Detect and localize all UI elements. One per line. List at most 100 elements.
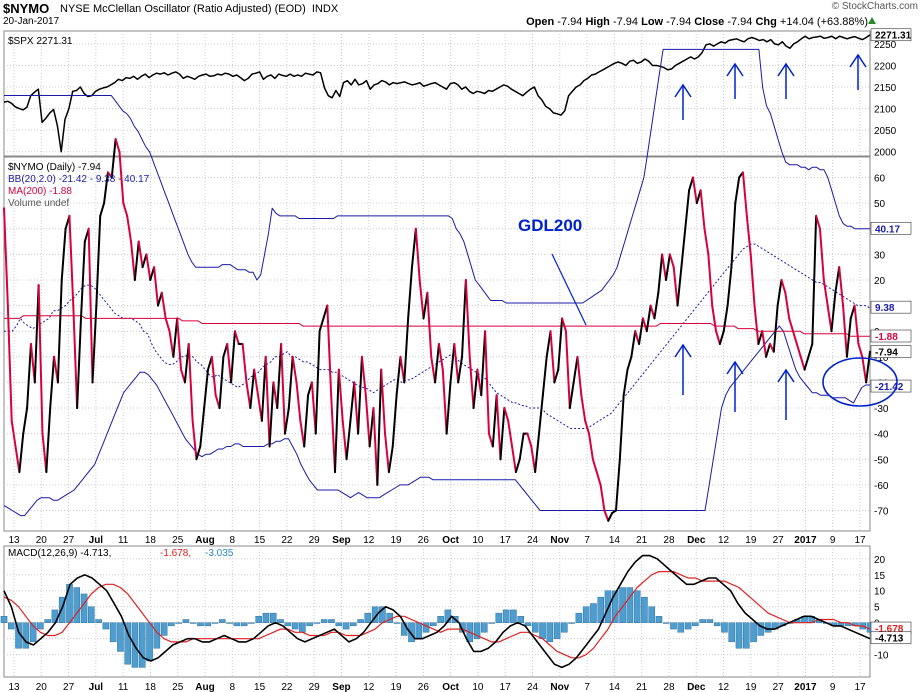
nymo-segment xyxy=(449,343,456,384)
x-tick-label: Jul xyxy=(89,535,104,546)
nymo-segment xyxy=(287,355,294,410)
macd-histogram-bar xyxy=(95,619,102,623)
y-tick-label: -10 xyxy=(874,353,889,364)
nymo-segment xyxy=(60,227,67,281)
x-tick-label: 26 xyxy=(418,682,430,692)
spx-last-tag: 2271.31 xyxy=(875,31,912,42)
x-tick-label: 19 xyxy=(391,535,403,546)
nymo-segment xyxy=(541,355,548,397)
nymo-segment xyxy=(245,381,252,410)
macd-histogram-bar xyxy=(699,619,706,623)
nymo-segment xyxy=(453,343,460,384)
nymo-segment xyxy=(364,394,371,448)
up-arrow-icon xyxy=(674,343,692,395)
macd-histogram-bar xyxy=(437,616,444,623)
nymo-segment xyxy=(495,394,502,461)
spx-last-tag-box xyxy=(870,28,912,42)
nymo-segment xyxy=(249,368,256,410)
macd-histogram-bar xyxy=(80,593,88,623)
y-tick-label: 60 xyxy=(874,173,886,184)
nymo-segment xyxy=(464,278,471,358)
y-tick-label: -30 xyxy=(874,404,889,415)
nymo-segment xyxy=(118,150,125,205)
x-tick-label: 12 xyxy=(718,682,730,692)
y-tick-label: 2250 xyxy=(874,40,897,51)
brand-watermark: © StockCharts.com xyxy=(831,1,918,12)
nymo-segment xyxy=(3,207,9,307)
y-tick-label: -60 xyxy=(874,481,889,492)
nymo-segment xyxy=(56,278,63,384)
macd-histogram-bar xyxy=(139,622,146,668)
macd-histogram-bar xyxy=(277,619,284,623)
nymo-segment xyxy=(291,355,298,384)
gdl200-annotation: GDL200 xyxy=(518,216,582,235)
macd-histogram-bar xyxy=(721,622,728,633)
panel-frame-macd xyxy=(3,545,871,678)
nymo-segment xyxy=(372,407,379,486)
macd-histogram-bar xyxy=(124,622,131,665)
x-tick-label: 17 xyxy=(500,682,512,692)
nymo-segment xyxy=(580,394,587,422)
nymo-segment xyxy=(761,330,768,358)
macd-histogram-bar xyxy=(328,619,335,623)
macd-histogram-bar xyxy=(255,616,262,623)
nymo-segment xyxy=(638,317,644,345)
x-tick-label: 11 xyxy=(118,535,129,546)
ma-tag-box xyxy=(870,329,912,343)
x-tick-label: 24 xyxy=(527,535,539,546)
nymo-segment xyxy=(441,368,448,435)
macd-histogram-bar xyxy=(197,622,204,627)
macd-histogram-bar xyxy=(371,606,379,623)
nymo-segment xyxy=(168,330,175,358)
macd-histogram-bar xyxy=(306,622,313,627)
y-tick-label: 15 xyxy=(874,571,886,582)
up-arrow-icon-head xyxy=(777,368,795,383)
x-tick-label: 27 xyxy=(63,682,75,692)
macd-tag: -4.713 xyxy=(875,634,904,645)
nymo-segment xyxy=(353,381,360,435)
macd-histogram-bar xyxy=(204,622,212,627)
y-tick-label: 5 xyxy=(874,603,880,614)
nymo-segment xyxy=(103,171,109,205)
nymo-segment xyxy=(776,278,783,307)
macd-histogram-bar xyxy=(29,622,37,643)
y-tick-label: 2000 xyxy=(874,148,897,159)
nymo-segment xyxy=(480,330,487,397)
x-tick-label: 14 xyxy=(609,535,621,546)
x-tick-label: 10 xyxy=(472,535,484,546)
up-arrow-icon xyxy=(726,360,744,412)
up-arrow-icon xyxy=(849,53,867,90)
nymo-segment xyxy=(410,227,417,269)
x-tick-label: Sep xyxy=(332,535,350,546)
macd-histogram-bar xyxy=(189,622,197,624)
nymo-segment xyxy=(172,317,179,358)
up-arrow-icon-head xyxy=(674,83,692,98)
nymo-segment xyxy=(99,202,106,217)
nymo-segment xyxy=(210,355,217,397)
nymo-segment xyxy=(264,355,271,448)
macd-histogram-bar xyxy=(612,590,619,623)
nymo-segment xyxy=(507,419,514,448)
nymo-segment xyxy=(784,291,791,320)
y-tick-label: 20 xyxy=(874,555,886,566)
nymo-segment xyxy=(260,355,267,422)
chg-up-icon xyxy=(868,17,876,24)
ohlc-readout: Open -7.94 High -7.94 Low -7.94 Close -7… xyxy=(526,16,868,28)
nymo-segment xyxy=(241,343,248,384)
x-tick-label: 20 xyxy=(36,682,48,692)
nymo-segment xyxy=(445,381,452,435)
x-tick-label: Nov xyxy=(550,535,569,546)
nymo-segment xyxy=(807,343,814,358)
nymo-segment xyxy=(741,171,748,217)
close-value: -7.94 xyxy=(727,16,753,28)
gdl200-pointer-line xyxy=(551,253,587,326)
nymo-segment xyxy=(203,368,209,410)
macd-histogram-bar xyxy=(0,616,8,623)
nymo-segment xyxy=(33,284,40,384)
macd-histogram-bar xyxy=(262,612,270,623)
y-tick-label: -70 xyxy=(874,507,889,518)
macd-histogram-bar xyxy=(641,596,648,623)
x-tick-label: 29 xyxy=(309,682,321,692)
nymo-segment xyxy=(345,419,352,461)
nymo-segment xyxy=(330,394,337,474)
